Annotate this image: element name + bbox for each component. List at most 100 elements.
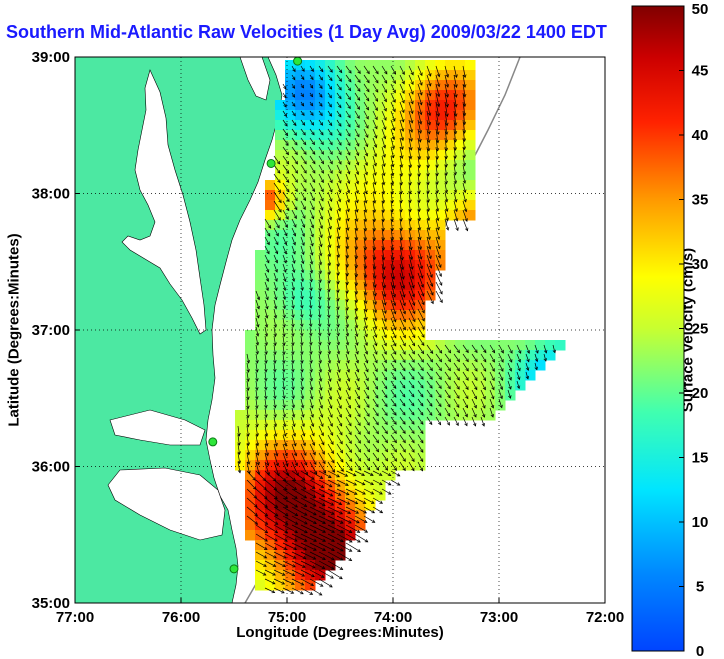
velocity-arrow xyxy=(282,137,289,146)
heat-cell xyxy=(265,480,276,491)
heat-cell xyxy=(505,390,516,401)
x-tick-label: 74:00 xyxy=(374,609,412,626)
velocity-arrow xyxy=(300,65,305,72)
velocity-arrow xyxy=(327,290,331,301)
velocity-arrow xyxy=(345,209,350,222)
velocity-arrow xyxy=(489,380,495,391)
velocity-arrow xyxy=(525,371,529,380)
velocity-arrow xyxy=(300,308,304,318)
velocity-arrow xyxy=(309,317,313,328)
velocity-arrow xyxy=(273,209,281,221)
velocity-arrow xyxy=(399,407,406,416)
velocity-arrow xyxy=(345,308,349,320)
velocity-arrow xyxy=(399,353,406,363)
heat-cell xyxy=(385,460,396,471)
heat-cell xyxy=(345,190,356,201)
velocity-arrow xyxy=(525,362,530,371)
velocity-arrow xyxy=(318,470,332,478)
velocity-arrow xyxy=(282,407,287,418)
heat-cell xyxy=(415,360,426,371)
velocity-arrow xyxy=(381,83,387,94)
velocity-arrow xyxy=(255,425,259,437)
velocity-arrow xyxy=(309,191,315,202)
velocity-arrow xyxy=(381,398,388,408)
heat-cell xyxy=(245,340,256,351)
heat-cell xyxy=(325,90,336,101)
velocity-arrow xyxy=(507,353,513,363)
heat-cell xyxy=(255,310,266,321)
velocity-arrow xyxy=(462,218,469,232)
velocity-arrow xyxy=(327,461,335,473)
velocity-arrow xyxy=(309,353,313,364)
velocity-arrow xyxy=(300,452,308,466)
velocity-arrow xyxy=(390,110,396,122)
heat-cell xyxy=(355,320,366,331)
velocity-arrow xyxy=(363,191,368,204)
heat-cell xyxy=(425,370,436,381)
heat-cell xyxy=(355,390,366,401)
velocity-arrow xyxy=(417,263,424,279)
heat-cell xyxy=(325,560,336,571)
velocity-arrow xyxy=(327,254,332,267)
velocity-arrow xyxy=(354,182,359,195)
colorbar-tick-label: 30 xyxy=(692,256,709,273)
heat-cell xyxy=(295,110,306,121)
heat-cell xyxy=(255,260,266,271)
velocity-arrow xyxy=(381,335,387,347)
velocity-arrow xyxy=(444,416,450,426)
velocity-arrow xyxy=(291,587,304,595)
heat-cell xyxy=(395,440,406,451)
heat-cell xyxy=(305,390,316,401)
velocity-arrow xyxy=(345,137,351,147)
velocity-arrow xyxy=(291,182,298,193)
velocity-arrow xyxy=(318,488,334,497)
heat-cell xyxy=(375,220,386,231)
heat-cell xyxy=(255,390,266,401)
velocity-arrow xyxy=(345,182,351,194)
heat-cell xyxy=(415,270,426,281)
heat-cell xyxy=(425,180,436,191)
heat-cell xyxy=(525,370,536,381)
velocity-arrow xyxy=(336,83,342,91)
velocity-arrow xyxy=(336,452,344,463)
velocity-arrow xyxy=(462,164,467,176)
velocity-arrow xyxy=(354,398,361,409)
heat-cell xyxy=(335,300,346,311)
velocity-arrow xyxy=(264,308,269,319)
heat-cell xyxy=(255,250,266,261)
velocity-arrow xyxy=(336,218,341,231)
heat-cell xyxy=(415,140,426,151)
velocity-arrow xyxy=(273,587,285,594)
heat-cell xyxy=(325,170,336,181)
velocity-arrow xyxy=(399,452,406,462)
heat-cell xyxy=(495,380,506,391)
heat-cell xyxy=(325,500,336,511)
heat-cell xyxy=(245,520,256,531)
heat-cell xyxy=(295,140,306,151)
velocity-arrow xyxy=(408,452,415,463)
velocity-arrow xyxy=(390,353,397,364)
velocity-arrow xyxy=(327,236,332,249)
heat-cell xyxy=(285,110,296,121)
heat-cell xyxy=(355,220,366,231)
velocity-arrow xyxy=(309,407,314,418)
velocity-arrow xyxy=(390,128,396,141)
heat-cell xyxy=(435,390,446,401)
heat-cell xyxy=(455,380,466,391)
heat-cell xyxy=(415,420,426,431)
heat-cell xyxy=(385,120,396,131)
heat-cell xyxy=(435,230,446,241)
heat-cell xyxy=(425,240,436,251)
velocity-arrow xyxy=(390,362,397,372)
velocity-arrow xyxy=(246,425,250,437)
heat-cell xyxy=(415,150,426,161)
pamlico-sound xyxy=(107,467,226,541)
velocity-arrow xyxy=(255,560,267,567)
velocity-arrow xyxy=(363,200,368,213)
velocity-arrow xyxy=(390,164,395,177)
velocity-arrow xyxy=(291,272,296,282)
velocity-arrow xyxy=(435,209,440,222)
heat-cell xyxy=(335,550,346,561)
heat-cell xyxy=(465,130,476,141)
heat-cell xyxy=(245,450,256,461)
